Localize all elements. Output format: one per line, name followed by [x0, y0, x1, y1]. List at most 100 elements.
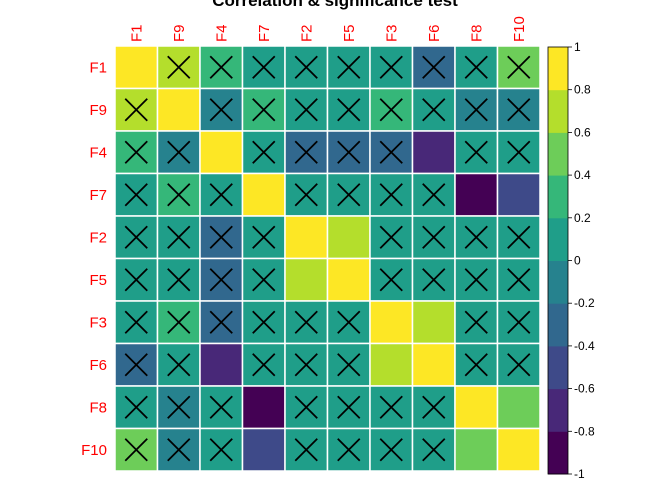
heatmap-cell [284, 257, 329, 302]
cross-mark [422, 55, 446, 79]
cross-mark [379, 55, 403, 79]
colorbar-band [548, 132, 568, 176]
heatmap-cell [156, 130, 201, 175]
cross-mark [209, 310, 233, 334]
cross-mark [252, 268, 276, 292]
cross-mark [379, 268, 403, 292]
heatmap-cell [411, 45, 456, 90]
cross-mark [464, 55, 488, 79]
heatmap-cell [241, 427, 286, 472]
cross-mark [167, 353, 191, 377]
cross-mark [124, 183, 148, 207]
cross-mark [252, 98, 276, 122]
colorbar-tick-label: 0.2 [574, 211, 591, 225]
row-labels: F1 F9 F4 F7 F2 F5 F3 F6 F8 F10 [81, 59, 107, 459]
row-label: F7 [89, 187, 107, 204]
cross-mark [209, 183, 233, 207]
cross-mark [464, 225, 488, 249]
cross-mark [167, 310, 191, 334]
heatmap-cell [411, 130, 456, 175]
colorbar-tick-label: -0.6 [574, 382, 595, 396]
column-label: F2 [298, 24, 315, 42]
column-labels: F1 F9 F4 F7 F2 F5 F3 F6 F8 F10 [128, 16, 528, 42]
heatmap-cell [241, 87, 286, 132]
colorbar-band [548, 388, 568, 432]
row-label: F6 [89, 357, 107, 374]
cross-mark [124, 395, 148, 419]
column-label: F4 [213, 24, 230, 42]
cross-mark [294, 55, 318, 79]
colorbar-tick-label: 0.6 [574, 125, 591, 139]
cross-mark [252, 225, 276, 249]
cross-mark [422, 438, 446, 462]
cross-mark [464, 353, 488, 377]
colorbar-band [548, 303, 568, 347]
column-label: F10 [511, 16, 528, 42]
cross-mark [507, 225, 531, 249]
cross-mark [209, 98, 233, 122]
cross-mark [124, 310, 148, 334]
heatmap-cell [114, 45, 159, 90]
cross-mark [252, 55, 276, 79]
cross-mark [209, 268, 233, 292]
colorbar-tick-label: -1 [574, 467, 585, 480]
heatmap-cell [496, 172, 541, 217]
cross-mark [294, 140, 318, 164]
cross-mark [167, 183, 191, 207]
heatmap-cell [496, 300, 541, 345]
cross-mark [337, 55, 361, 79]
row-label: F4 [89, 144, 107, 161]
heatmap-cell [369, 342, 414, 387]
heatmap-cell [156, 87, 201, 132]
heatmap-cell [241, 172, 286, 217]
row-label: F9 [89, 102, 107, 119]
cross-mark [379, 98, 403, 122]
heatmap-cell [454, 385, 499, 430]
cross-mark [124, 98, 148, 122]
colorbar-band [548, 47, 568, 91]
colorbar-tick-label: 0 [574, 254, 581, 268]
colorbar-tick-label: 0.4 [574, 168, 591, 182]
cross-mark [379, 438, 403, 462]
cross-mark [422, 268, 446, 292]
row-label: F3 [89, 314, 107, 331]
cross-mark [209, 395, 233, 419]
cross-mark [167, 268, 191, 292]
heatmap-grid [114, 45, 541, 472]
cross-mark [379, 395, 403, 419]
row-label: F8 [89, 399, 107, 416]
cross-mark [337, 353, 361, 377]
cross-mark [294, 310, 318, 334]
cross-mark [337, 310, 361, 334]
colorbar: -1 -0.8 -0.6 -0.4 -0.2 0 0.2 0.4 0.6 0.8 1 [547, 40, 595, 480]
cross-mark [379, 140, 403, 164]
column-label: F9 [171, 24, 188, 42]
chart-title: Correlation & significance test [212, 0, 458, 10]
cross-mark [422, 183, 446, 207]
insignificance-crosses [124, 55, 531, 462]
heatmap-cell [199, 130, 244, 175]
colorbar-tick-label: -0.2 [574, 296, 595, 310]
heatmap-cell [454, 427, 499, 472]
column-label: F5 [341, 24, 358, 42]
colorbar-tick-label: -0.4 [574, 339, 595, 353]
cross-mark [422, 395, 446, 419]
cross-mark [209, 438, 233, 462]
cross-mark [379, 183, 403, 207]
column-label: F3 [383, 24, 400, 42]
colorbar-band [548, 217, 568, 261]
heatmap-cell [496, 427, 541, 472]
cross-mark [167, 438, 191, 462]
heatmap-cell [284, 215, 329, 260]
cross-mark [337, 140, 361, 164]
heatmap-cell [241, 385, 286, 430]
cross-mark [507, 55, 531, 79]
heatmap-cell [496, 385, 541, 430]
column-label: F8 [468, 24, 485, 42]
cross-mark [167, 140, 191, 164]
cross-mark [337, 98, 361, 122]
colorbar-tick-label: 0.8 [574, 83, 591, 97]
cross-mark [422, 225, 446, 249]
cross-mark [124, 225, 148, 249]
